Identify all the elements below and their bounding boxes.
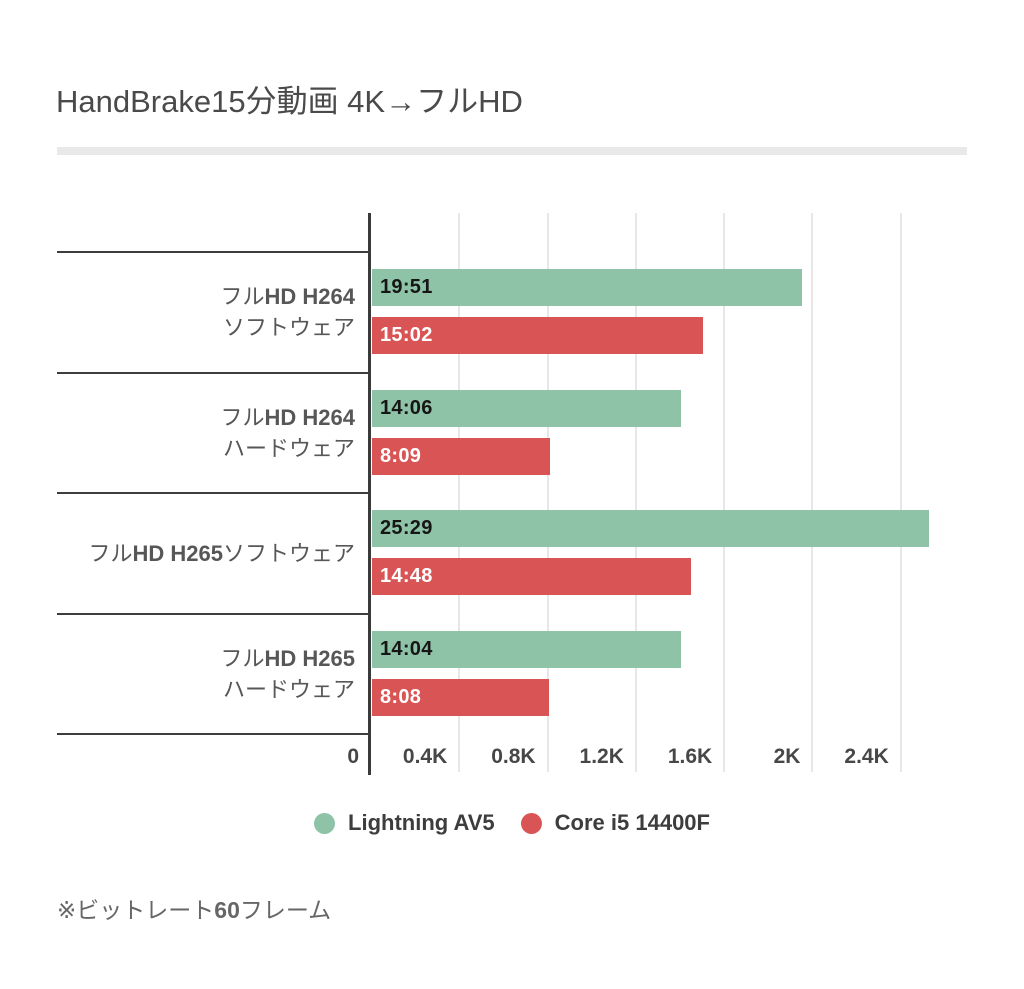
category-label: フルHD H264 ハードウェア — [57, 373, 355, 494]
x-tick-label: 2.4K — [844, 745, 889, 768]
category-label: フルHD H265ソフトウェア — [57, 493, 355, 614]
latin-text: HD — [132, 540, 165, 566]
category-label-line: フルHD H264 — [220, 284, 355, 310]
latin-text: HD — [264, 645, 297, 671]
category-label-line: フルHD H264 — [220, 404, 355, 430]
latin-text: H264 — [302, 284, 355, 310]
chart-legend: Lightning AV5 Core i5 14400F — [0, 810, 1024, 836]
x-tick-label: 2K — [773, 745, 801, 768]
bar-core-i5-14400f: 15:02 — [372, 317, 703, 354]
bar-lightning-av5: 19:51 — [372, 269, 802, 306]
x-tick-label: 0.8K — [491, 745, 536, 768]
row-separator — [57, 251, 371, 253]
bar-lightning-av5: 14:06 — [372, 389, 681, 427]
category-label-line: ソフトウェア — [222, 315, 355, 341]
footnote: ※ビットレート60フレーム — [57, 897, 332, 923]
category-label-line: ハードウェア — [222, 676, 355, 702]
category-label: フルHD H265 ハードウェア — [57, 614, 355, 735]
title-divider — [57, 147, 967, 155]
legend-dot — [520, 812, 542, 834]
bar-core-i5-14400f: 8:08 — [372, 678, 549, 716]
latin-text: HD — [264, 404, 297, 430]
category-label: フルHD H264 ソフトウェア — [57, 252, 355, 373]
latin-text: H265 — [302, 645, 355, 671]
bar-value-label: 14:06 — [380, 396, 433, 419]
grid-line — [458, 213, 461, 772]
row-separator — [57, 371, 371, 374]
latin-text: H265 — [170, 540, 223, 566]
x-tick-label: 1.6K — [667, 745, 713, 768]
bar-chart: 0 0.4K 0.8K 1.2K 1.6K 2K 2.4K フルHD H264 ソフトウェア 19… — [57, 213, 967, 775]
legend-dot — [314, 812, 336, 834]
category-label-line: フルHD H265 — [220, 645, 355, 671]
bar-value-label: 14:04 — [380, 637, 433, 660]
legend-item: Lightning AV5 — [314, 810, 495, 836]
chart-title: HandBrake15分動画 4K→フルHD — [56, 84, 523, 119]
legend-item: Core i5 14400F — [520, 810, 710, 836]
bar-value-label: 8:09 — [380, 444, 422, 467]
grid-line — [546, 213, 549, 772]
bar-lightning-av5: 25:29 — [372, 510, 929, 547]
bar-value-label: 15:02 — [380, 324, 433, 346]
y-axis-line — [368, 213, 371, 775]
bar-core-i5-14400f: 14:48 — [372, 558, 691, 595]
bar-value-label: 14:48 — [380, 565, 433, 587]
grid-line — [811, 213, 814, 772]
bar-lightning-av5: 14:04 — [372, 630, 681, 668]
row-separator — [57, 492, 371, 494]
legend-label: Core i5 14400F — [554, 810, 710, 835]
bar-core-i5-14400f: 8:09 — [372, 437, 550, 475]
grid-line — [899, 213, 902, 772]
x-tick-label: 0 — [347, 745, 359, 768]
bar-value-label: 25:29 — [380, 517, 433, 539]
row-separator — [57, 733, 371, 735]
category-label-line: ハードウェア — [222, 435, 355, 461]
legend-label: Lightning AV5 — [348, 810, 495, 835]
bar-value-label: 8:08 — [380, 685, 422, 708]
grid-line — [723, 213, 726, 772]
grid-line — [634, 213, 637, 772]
latin-text: HD — [264, 284, 297, 310]
latin-text: 60 — [214, 897, 240, 923]
latin-text: H264 — [302, 404, 355, 430]
x-tick-label: 1.2K — [579, 745, 624, 768]
x-tick-label: 0.4K — [402, 745, 448, 768]
row-separator — [57, 612, 371, 615]
category-label-line: フルHD H265ソフトウェア — [88, 540, 355, 566]
bar-value-label: 19:51 — [380, 276, 433, 298]
